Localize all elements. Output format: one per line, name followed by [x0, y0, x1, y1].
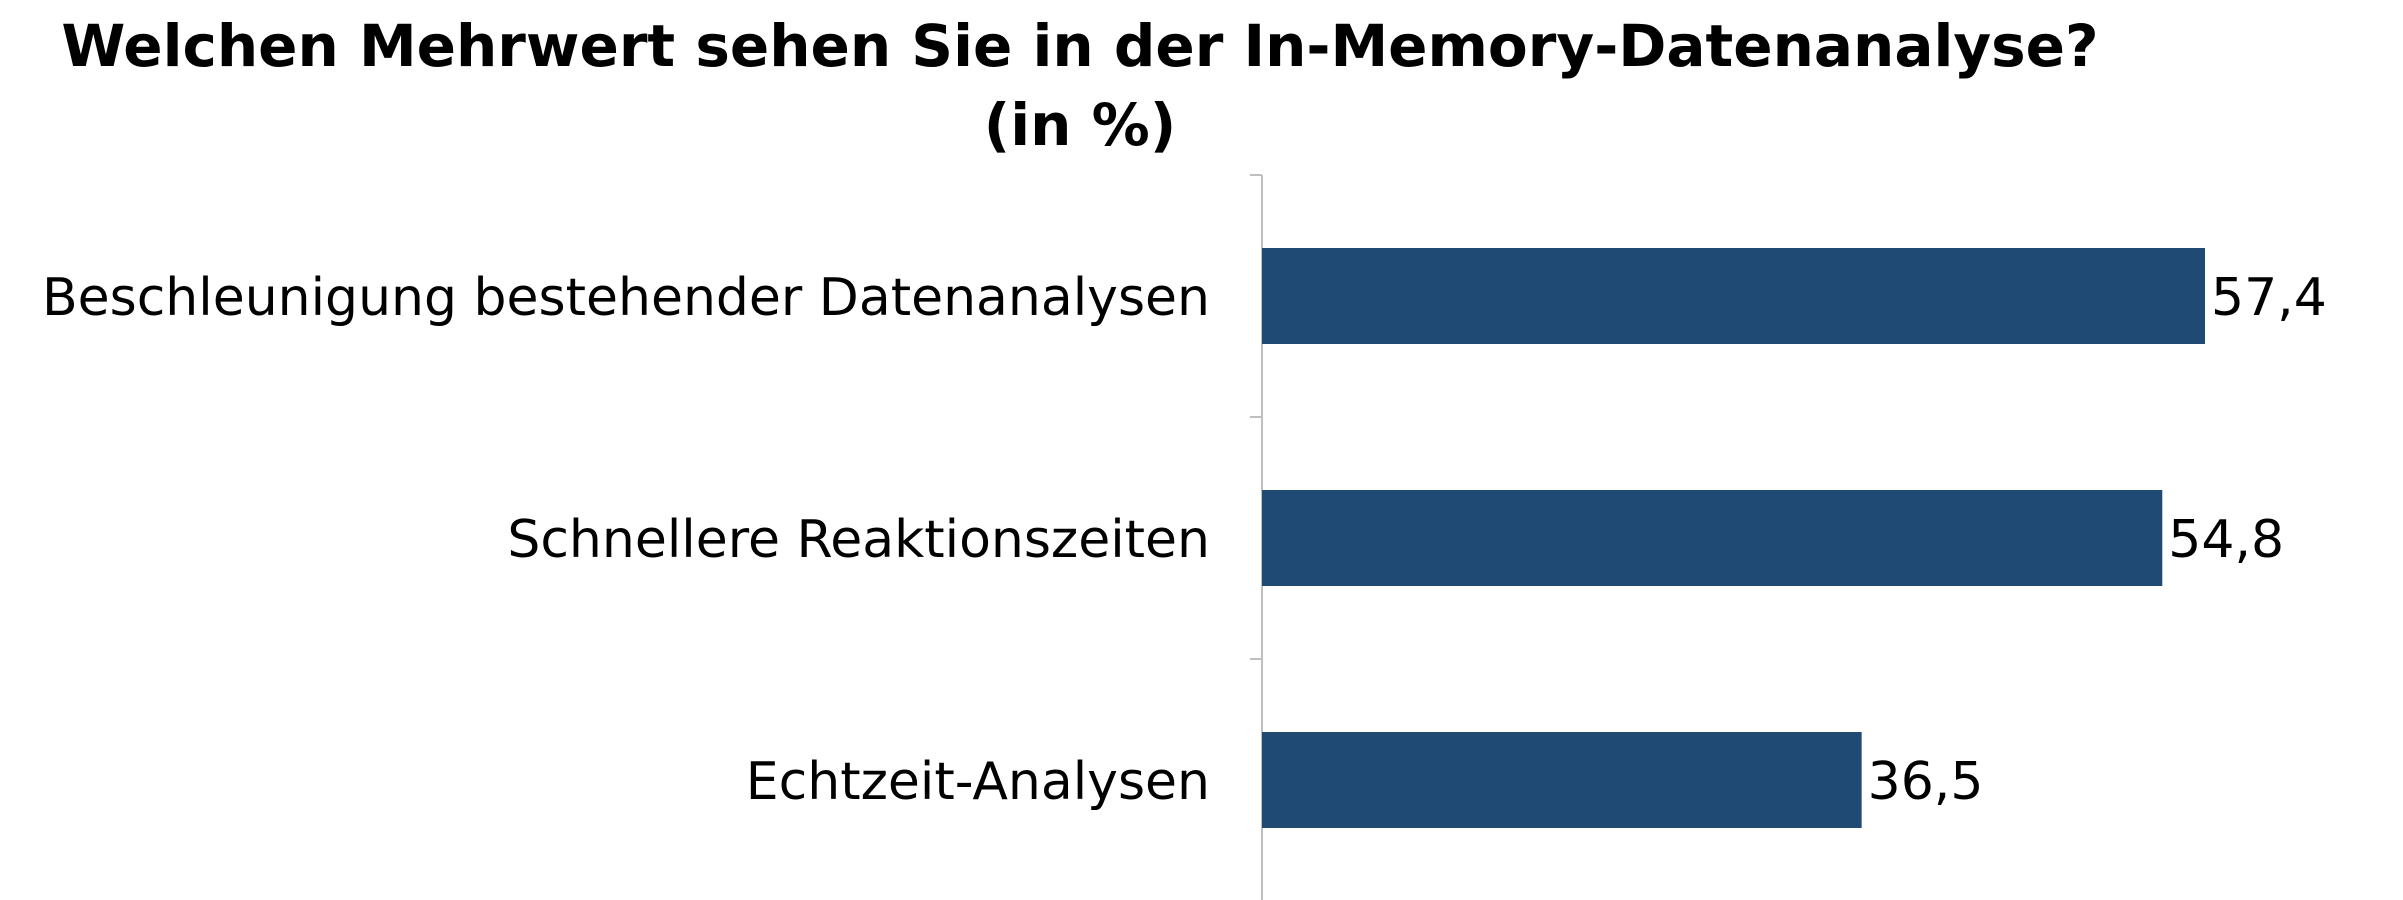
chart-subtitle: (in %) [984, 91, 1177, 159]
bar [1262, 732, 1862, 828]
data-label: 54,8 [2168, 510, 2284, 570]
category-axis [1250, 174, 1263, 900]
bar [1262, 248, 2205, 344]
bar [1262, 490, 2163, 586]
data-label: 57,4 [2211, 268, 2327, 328]
bars [1262, 248, 2205, 828]
category-label: Echtzeit-Analysen [746, 752, 1210, 812]
category-label: Schnellere Reaktionszeiten [507, 510, 1210, 570]
data-label: 36,5 [1868, 752, 1984, 812]
chart-title: Welchen Mehrwert sehen Sie in der In-Mem… [61, 12, 2098, 80]
category-label: Beschleunigung bestehender Datenanalysen [42, 268, 1210, 328]
category-labels: Beschleunigung bestehender Datenanalysen… [42, 268, 1210, 812]
value-labels: 57,4 54,8 36,5 [1868, 268, 2327, 812]
